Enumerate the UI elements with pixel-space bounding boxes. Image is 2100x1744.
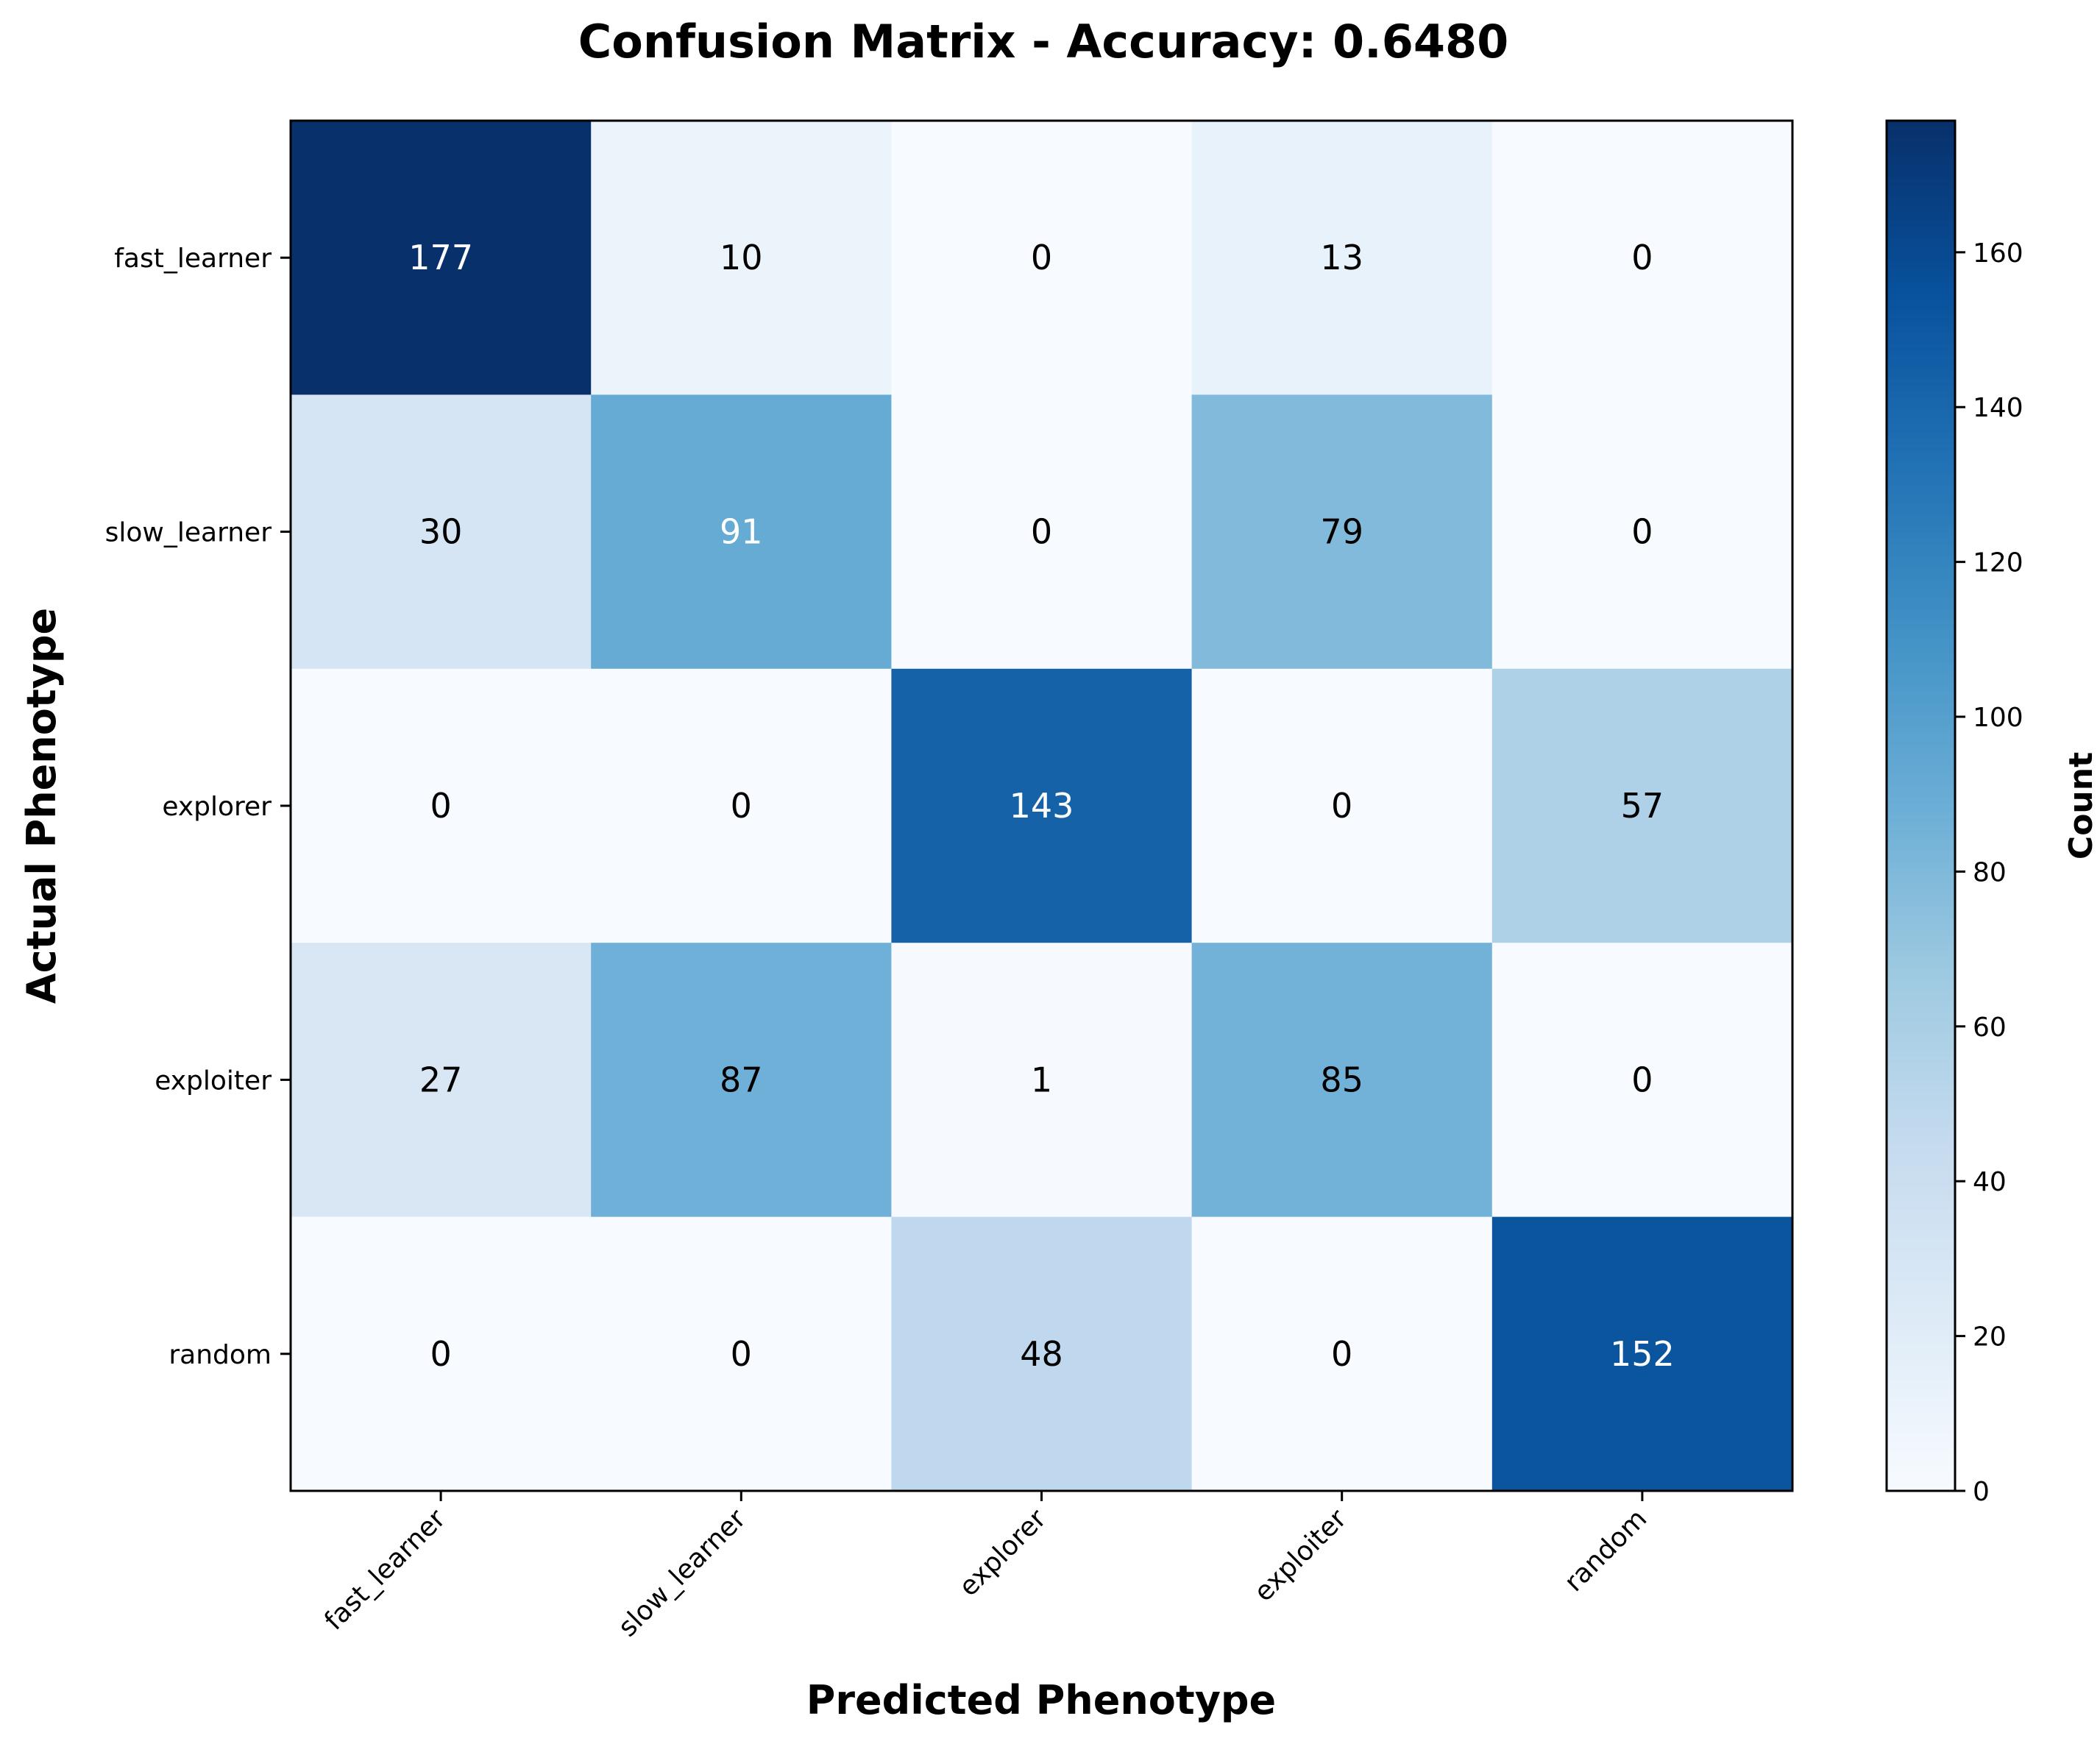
cell-value-label: 48 bbox=[1020, 1334, 1063, 1374]
heatmap-cell bbox=[1491, 1216, 1793, 1492]
colorbar-tick-label: 40 bbox=[1973, 1167, 2007, 1197]
colorbar-tick-label: 120 bbox=[1973, 548, 2023, 578]
cell-value-label: 0 bbox=[731, 1334, 752, 1374]
colorbar-ticks: 0 20 40 60 80 100 120 140 160 bbox=[1955, 238, 2023, 1507]
heatmap-cell bbox=[891, 394, 1193, 670]
heatmap-cell bbox=[1191, 394, 1493, 670]
heatmap-cell bbox=[891, 943, 1193, 1218]
heatmap-cell bbox=[591, 943, 892, 1218]
colorbar-tick-label: 20 bbox=[1973, 1322, 2007, 1353]
cell-value-label: 143 bbox=[1010, 786, 1074, 826]
heatmap-cell bbox=[291, 943, 592, 1218]
heatmap-cell bbox=[291, 1216, 592, 1492]
cell-value-label: 10 bbox=[720, 238, 763, 277]
cell-value-label: 87 bbox=[720, 1060, 763, 1099]
cell-value-label: 0 bbox=[731, 786, 752, 826]
colorbar-label: Count bbox=[2062, 752, 2100, 859]
y-axis-label: Actual Phenotype bbox=[18, 608, 65, 1004]
y-tick-label: explorer bbox=[162, 792, 272, 822]
heatmap-cell bbox=[291, 121, 592, 395]
cell-value-label: 79 bbox=[1320, 512, 1363, 552]
heatmap-cell bbox=[591, 668, 892, 943]
cell-value-label: 0 bbox=[430, 786, 451, 826]
y-tick-label: slow_learner bbox=[105, 518, 272, 548]
cell-value-label: 0 bbox=[1331, 786, 1352, 826]
heatmap-cell bbox=[1491, 394, 1793, 670]
y-tick-label: exploiter bbox=[155, 1066, 272, 1096]
cell-value-label: 27 bbox=[419, 1060, 463, 1099]
heatmap-cell bbox=[591, 394, 892, 670]
colorbar-tick-label: 60 bbox=[1973, 1013, 2007, 1043]
cell-value-label: 0 bbox=[1031, 512, 1052, 552]
colorbar-tick-label: 140 bbox=[1973, 393, 2023, 423]
cell-value-label: 0 bbox=[1331, 1334, 1352, 1374]
x-axis-label: Predicted Phenotype bbox=[806, 1677, 1276, 1723]
heatmap-cell bbox=[1491, 668, 1793, 943]
cell-value-label: 152 bbox=[1610, 1334, 1675, 1374]
cell-value-labels: 177 10 0 13 0 30 91 0 79 0 0 0 143 0 57 27 87 1 85 0 0 0 48 0 15… bbox=[408, 238, 1675, 1374]
y-tick-label: fast_learner bbox=[114, 244, 272, 274]
colorbar-tick-label: 160 bbox=[1973, 238, 2023, 269]
heatmap-cell bbox=[591, 121, 892, 395]
cell-value-label: 0 bbox=[1631, 1060, 1653, 1099]
heatmap-cell bbox=[891, 121, 1193, 395]
heatmap-cell bbox=[1491, 943, 1793, 1218]
cell-value-label: 0 bbox=[1631, 512, 1653, 552]
colorbar bbox=[1885, 119, 1957, 1492]
heatmap-cell bbox=[591, 1216, 892, 1492]
chart-title: Confusion Matrix - Accuracy: 0.6480 bbox=[578, 15, 1509, 68]
cell-value-label: 30 bbox=[419, 512, 463, 552]
heatmap-cell bbox=[1191, 943, 1493, 1218]
colorbar-tick-label: 100 bbox=[1973, 703, 2023, 733]
heatmap-cell bbox=[1191, 1216, 1493, 1492]
cell-value-label: 13 bbox=[1320, 238, 1363, 277]
colorbar-tick-label: 0 bbox=[1973, 1477, 1990, 1507]
heatmap-cell bbox=[1191, 668, 1493, 943]
cell-value-label: 0 bbox=[430, 1334, 451, 1374]
heatmap-cell bbox=[891, 668, 1193, 943]
cell-value-label: 91 bbox=[720, 512, 763, 552]
cell-value-label: 177 bbox=[408, 238, 473, 277]
heatmap-cell bbox=[1491, 121, 1793, 395]
colorbar-tick-label: 80 bbox=[1973, 857, 2007, 887]
cell-value-label: 1 bbox=[1031, 1060, 1052, 1099]
heatmap-cell bbox=[291, 668, 592, 943]
heatmap-cell bbox=[1191, 121, 1493, 395]
heatmap-cell bbox=[891, 1216, 1193, 1492]
y-axis-ticks: fast_learner slow_learner explorer exploite… bbox=[105, 244, 291, 1370]
y-tick-label: random bbox=[169, 1340, 272, 1370]
cell-value-label: 0 bbox=[1631, 238, 1653, 277]
cell-value-label: 85 bbox=[1320, 1060, 1363, 1099]
heatmap-cells bbox=[291, 121, 1793, 1492]
cell-value-label: 57 bbox=[1621, 786, 1664, 826]
cell-value-label: 0 bbox=[1031, 238, 1052, 277]
heatmap-cell bbox=[291, 394, 592, 670]
